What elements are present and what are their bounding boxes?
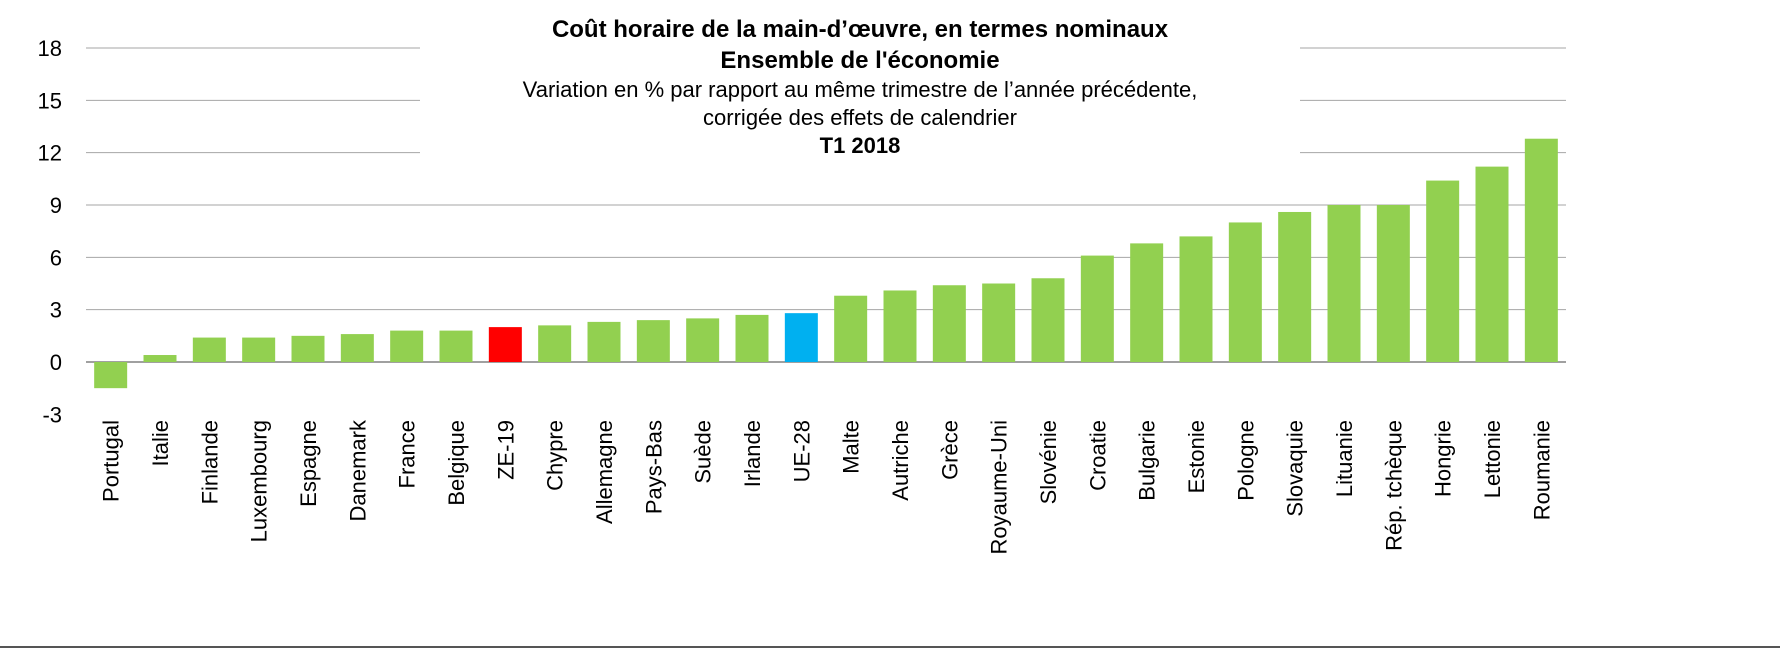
x-category-label: UE-28: [789, 420, 814, 482]
gridlines: [86, 47, 1566, 363]
x-category-label: Lettonie: [1480, 420, 1505, 498]
chart-subtitle-2: Variation en % par rapport au même trime…: [522, 77, 1198, 102]
bar: [192, 337, 226, 362]
bar: [1327, 205, 1361, 362]
x-category-label: Chypre: [543, 420, 568, 491]
x-category-label: Allemagne: [592, 420, 617, 524]
x-category-label: Pays-Bas: [641, 420, 666, 514]
y-tick-label: 3: [50, 298, 62, 323]
x-category-label: Estonie: [1184, 420, 1209, 493]
x-category-label: Luxembourg: [247, 420, 272, 542]
y-tick-label: 6: [50, 245, 62, 270]
bottom-rule: [0, 646, 1780, 648]
x-category-label: Suède: [691, 420, 716, 484]
x-category-label: Autriche: [888, 420, 913, 501]
y-tick-label: 9: [50, 193, 62, 218]
bar: [1475, 166, 1509, 362]
bar: [242, 337, 276, 362]
bar: [291, 335, 325, 362]
bar: [488, 327, 522, 362]
x-category-label: Roumanie: [1529, 420, 1554, 520]
bar: [883, 290, 917, 362]
bar: [1228, 222, 1262, 362]
bar: [1278, 211, 1312, 362]
bar: [686, 318, 720, 362]
bar: [1524, 138, 1558, 362]
x-category-label: Croatie: [1085, 420, 1110, 491]
chart-period: T1 2018: [819, 133, 901, 158]
x-axis-category-labels: Portugal Italie Finlande Luxembourg Espagne D…: [99, 419, 1555, 554]
chart-subtitle-1: Ensemble de l'économie: [720, 47, 1000, 74]
bar: [1080, 255, 1114, 362]
bar: [636, 320, 670, 362]
bar: [1179, 236, 1213, 362]
bar: [982, 283, 1016, 362]
x-category-label: ZE-19: [493, 420, 518, 480]
bar: [587, 321, 621, 362]
x-category-label: Royaume-Uni: [987, 420, 1012, 555]
y-axis-tick-labels: 18 15 12 9 6 3 0 -3: [38, 36, 62, 427]
bar: [1426, 180, 1460, 362]
bar: [94, 362, 128, 389]
chart-title: Coût horaire de la main-d’œuvre, en term…: [551, 16, 1169, 43]
chart-title-block: Coût horaire de la main-d’œuvre, en term…: [420, 14, 1300, 160]
y-tick-label: 15: [38, 88, 62, 113]
x-category-label: Slovaquie: [1283, 420, 1308, 517]
bar: [1031, 278, 1065, 362]
y-tick-label: 12: [38, 141, 62, 166]
x-category-label: Hongrie: [1431, 420, 1456, 497]
x-category-label: Lituanie: [1332, 420, 1357, 497]
x-category-label: Italie: [148, 420, 173, 466]
bar: [390, 330, 424, 362]
bar: [784, 313, 818, 362]
x-category-label: Danemark: [345, 419, 370, 521]
x-category-label: Belgique: [444, 420, 469, 506]
x-category-label: Bulgarie: [1135, 420, 1160, 501]
y-tick-label: 18: [38, 36, 62, 61]
bar: [1130, 243, 1164, 362]
chart-subtitle-3: corrigée des effets de calendrier: [703, 105, 1017, 130]
bar: [143, 355, 177, 362]
x-category-label: Slovénie: [1036, 420, 1061, 504]
bar: [340, 334, 374, 362]
x-category-label: Pologne: [1233, 420, 1258, 501]
x-category-label: Malte: [839, 420, 864, 474]
bar: [538, 325, 572, 362]
x-category-label: Portugal: [99, 420, 124, 502]
x-category-label: Grèce: [937, 420, 962, 480]
x-category-label: Finlande: [197, 420, 222, 504]
x-category-label: France: [395, 420, 420, 488]
bar: [932, 285, 966, 362]
bar: [439, 330, 473, 362]
bar: [735, 314, 769, 362]
x-category-label: Rép. tchèque: [1381, 420, 1406, 551]
y-tick-label: 0: [50, 350, 62, 375]
x-category-label: Espagne: [296, 420, 321, 507]
bar: [834, 295, 868, 362]
y-tick-label: -3: [42, 402, 62, 427]
x-category-label: Irlande: [740, 420, 765, 487]
bars: [94, 138, 1558, 389]
bar: [1376, 205, 1410, 362]
